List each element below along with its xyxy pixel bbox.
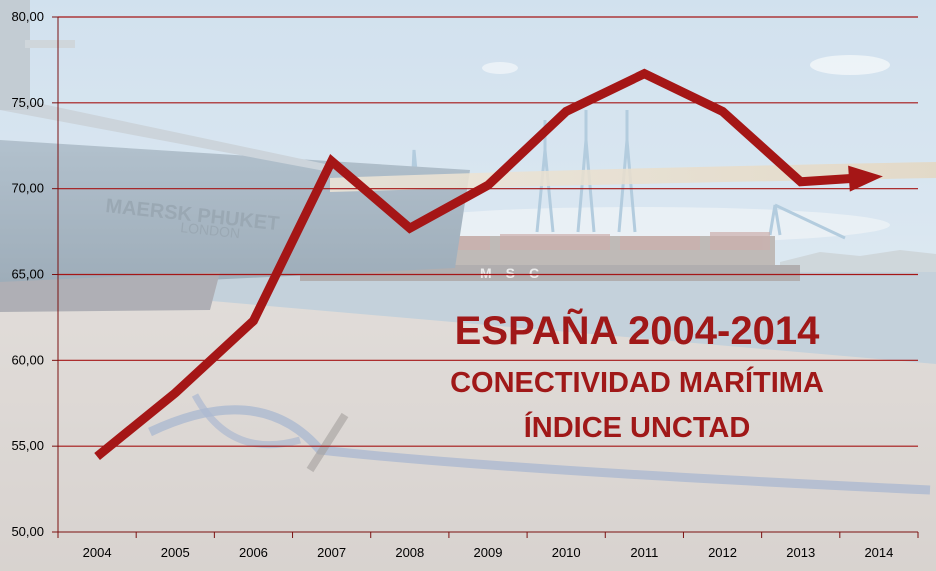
x-tick-label: 2005	[161, 545, 190, 560]
y-tick-label: 50,00	[11, 524, 44, 539]
chart-title-line-3: ÍNDICE UNCTAD	[524, 410, 751, 444]
x-tick-label: 2008	[395, 545, 424, 560]
chart-title-line-2: CONECTIVIDAD MARÍTIMA	[450, 365, 824, 399]
x-tick-label: 2011	[630, 545, 658, 560]
x-tick-label: 2010	[552, 545, 581, 560]
y-tick-label: 60,00	[11, 352, 44, 367]
y-tick-label: 55,00	[11, 438, 44, 453]
x-tick-label: 2012	[708, 545, 737, 560]
x-tick-label: 2007	[317, 545, 346, 560]
x-axis-labels: 2004 2005 2006 2007 2008 2009 2010 2011 2012 2013…	[83, 545, 894, 560]
x-tick-label: 2006	[239, 545, 268, 560]
x-axis-ticks	[52, 16, 919, 538]
y-tick-label: 70,00	[11, 181, 44, 196]
series-line-group	[94, 68, 883, 460]
y-tick-label: 65,00	[11, 267, 44, 282]
svg-text:MSC: MSC	[480, 265, 553, 281]
y-tick-label: 75,00	[11, 95, 44, 110]
svg-text:LONDON: LONDON	[180, 219, 241, 241]
y-tick-label: 80,00	[11, 9, 44, 24]
x-tick-label: 2004	[83, 545, 112, 560]
series-arrowhead	[848, 165, 883, 192]
x-tick-label: 2014	[864, 545, 893, 560]
x-tick-label: 2013	[786, 545, 815, 560]
chart-title-line-1: ESPAÑA 2004-2014	[455, 307, 820, 353]
x-tick-label: 2009	[474, 545, 503, 560]
y-axis-labels: 50,00 55,00 60,00 65,00 70,00 75,00 80,00	[11, 9, 44, 539]
